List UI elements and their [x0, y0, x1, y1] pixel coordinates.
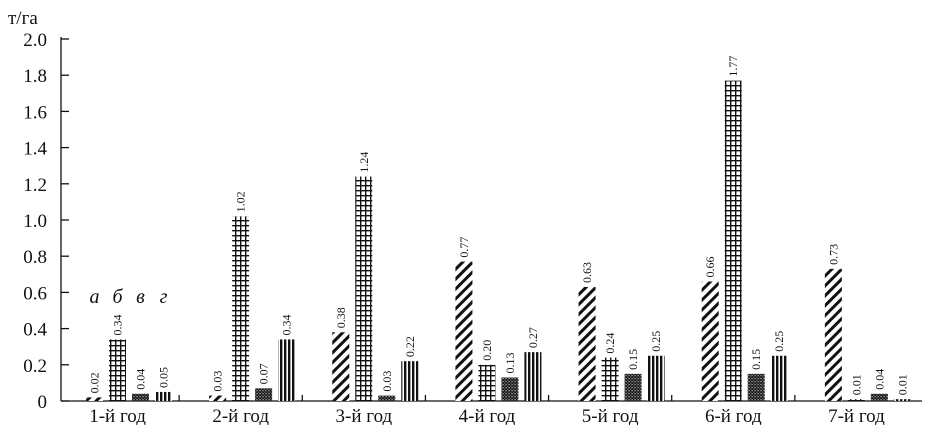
bar-value-label: 1.77	[726, 56, 740, 77]
bars: 0.02 0.03 0.38 0.77 0.63 0.66 0.73 0.34 1.02 1.24…	[86, 56, 911, 401]
bar-value-label: 1.02	[234, 191, 248, 212]
bar-value-label: 0.20	[480, 340, 494, 361]
bar-value-label: 0.34	[111, 314, 125, 335]
bar-vertical	[278, 339, 296, 401]
series-letter: в	[136, 286, 145, 308]
series-letter: б	[112, 286, 123, 308]
bar-dense	[747, 373, 765, 401]
bar-value-label: 0.02	[88, 372, 102, 393]
bar-dense	[132, 393, 149, 401]
bar-value-label: 0.04	[134, 369, 148, 390]
y-tick-label: 0	[38, 392, 48, 413]
x-category-label: 5-й год	[582, 406, 639, 425]
bar-value-label: 0.38	[334, 307, 348, 328]
bar-vertical	[647, 355, 665, 401]
x-category-label: 7-й год	[828, 406, 885, 425]
bar-value-label: 0.05	[157, 367, 171, 388]
bar-value-label: 1.24	[357, 152, 371, 173]
bar-diagonal	[209, 395, 227, 401]
bar-dense	[624, 373, 642, 401]
bar-diagonal	[824, 268, 842, 401]
bar-grid	[232, 216, 250, 401]
y-tick-label: 0.6	[23, 283, 47, 304]
bar-value-label: 0.07	[257, 363, 271, 384]
x-category-label: 1-й год	[89, 406, 146, 425]
bar-value-label: 0.27	[526, 327, 540, 348]
bar-value-label: 0.24	[603, 333, 617, 354]
bar-diagonal	[332, 332, 350, 401]
bar-value-label: 0.63	[580, 262, 594, 283]
y-tick-label: 1.0	[23, 211, 47, 232]
bar-value-label: 0.04	[872, 369, 886, 390]
y-tick-label: 1.8	[23, 66, 47, 87]
bar-grid	[478, 364, 496, 401]
bar-value-label: 0.03	[211, 371, 225, 392]
bar-vertical	[893, 399, 911, 401]
bar-dense	[378, 395, 396, 401]
bar-diagonal	[578, 286, 596, 401]
bar-grid	[109, 339, 126, 401]
bar-value-label: 0.25	[772, 331, 786, 352]
bar-value-label: 0.73	[826, 244, 840, 265]
bar-diagonal	[86, 397, 103, 401]
bar-value-label: 0.77	[457, 237, 471, 258]
bar-value-label: 0.01	[849, 374, 863, 395]
x-category-label: 2-й год	[212, 406, 269, 425]
bar-diagonal	[701, 281, 719, 401]
bar-value-label: 0.22	[403, 336, 417, 357]
bar-value-label: 0.13	[503, 352, 517, 373]
x-category-label: 4-й год	[459, 406, 516, 425]
x-category-label: 3-й год	[336, 406, 393, 425]
y-tick-label: 1.6	[23, 102, 47, 123]
y-tick-label: 0.2	[23, 356, 47, 377]
bar-grid	[847, 399, 865, 401]
bar-value-label: 0.66	[703, 257, 717, 278]
bar-diagonal	[455, 261, 473, 401]
y-tick-label: 1.2	[23, 175, 47, 196]
bar-value-label: 0.25	[649, 331, 663, 352]
bar-dense	[501, 377, 519, 401]
bar-grid	[355, 176, 373, 401]
x-category-label: 6-й год	[705, 406, 762, 425]
bar-vertical	[524, 352, 542, 401]
series-letter: а	[90, 286, 100, 308]
bar-grid	[724, 80, 742, 401]
bar-value-label: 0.15	[749, 349, 763, 370]
bar-grid	[601, 357, 619, 401]
bar-value-label: 0.01	[895, 374, 909, 395]
y-tick-label: 0.8	[23, 247, 47, 268]
y-tick-label: 2.0	[23, 30, 47, 51]
bar-vertical	[770, 355, 788, 401]
y-axis-unit-label: т/га	[8, 8, 38, 29]
bar-vertical	[155, 391, 172, 401]
bar-value-label: 0.34	[280, 314, 294, 335]
y-tick-label: 0.4	[23, 320, 47, 341]
bar-dense	[255, 388, 273, 401]
series-letter: г	[160, 286, 168, 308]
bar-dense	[870, 393, 888, 401]
bar-vertical	[401, 361, 419, 401]
bar-value-label: 0.15	[626, 349, 640, 370]
y-tick-label: 1.4	[23, 139, 47, 160]
bar-value-label: 0.03	[380, 371, 394, 392]
y-axis: 0 0.2 0.4 0.6 0.8 1.0 1.2 1.4 1.6 1.8 2.0	[23, 30, 69, 413]
